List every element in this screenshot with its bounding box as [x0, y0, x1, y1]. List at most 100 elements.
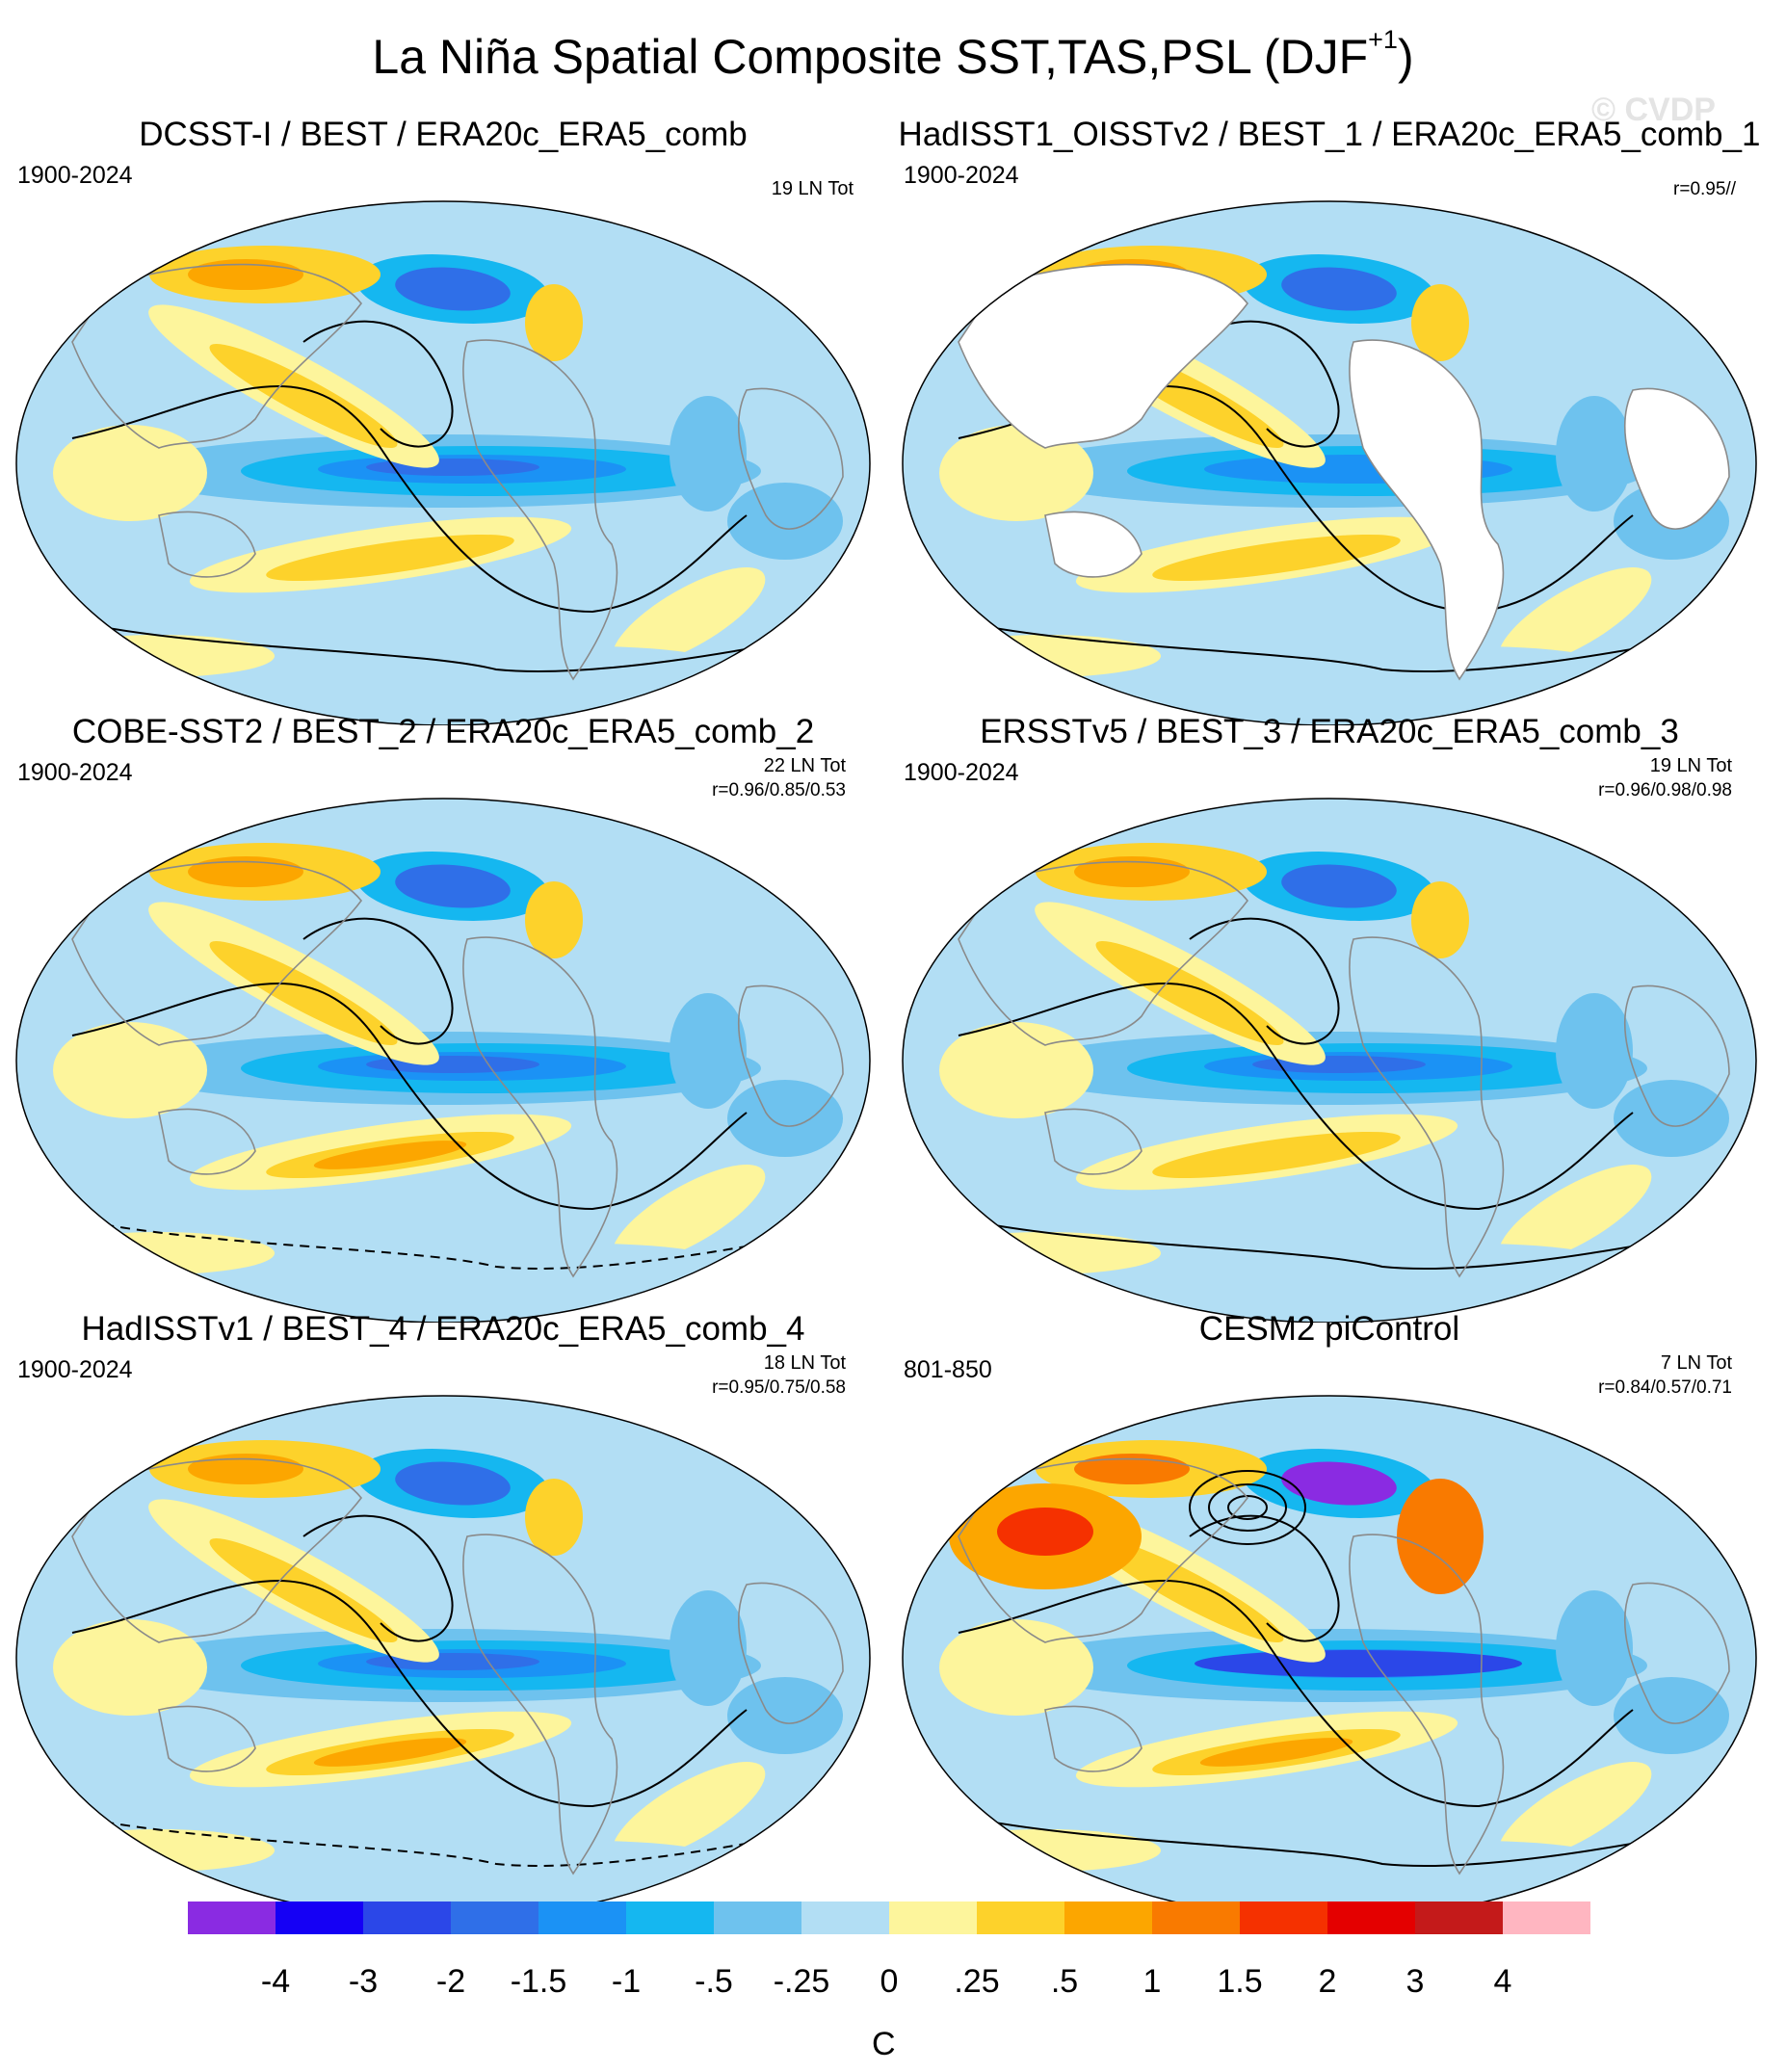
australia-coastline — [158, 511, 256, 578]
anomaly-region — [43, 1232, 275, 1274]
panel-correlation: r=0.96/0.98/0.98 — [1598, 780, 1732, 800]
colorbar-tick-label: -2 — [436, 1963, 465, 2000]
australia-coastline — [1044, 1705, 1143, 1772]
panel-title: DCSST-I / BEST / ERA20c_ERA5_comb — [139, 116, 748, 153]
anomaly-region — [395, 267, 511, 311]
panel-event-count: 22 LN Tot — [763, 755, 846, 776]
americas-coastline — [462, 936, 618, 1278]
psl-contour — [958, 1580, 1634, 1808]
eurasia-coastline — [71, 263, 363, 449]
psl-contour — [958, 620, 1730, 672]
psl-contour — [71, 385, 748, 614]
colorbar: -4 -3 -2 -1.5 -1 -.5 -.25 0 .25 .5 1 1.5 2 3 4 — [188, 1902, 1590, 2000]
anomaly-region — [1411, 284, 1469, 361]
anomaly-region — [313, 1141, 467, 1169]
colorbar-tick-label: -1 — [612, 1963, 641, 2000]
australia-coastline — [1044, 511, 1143, 578]
americas-coastline — [462, 1534, 618, 1875]
colorbar-tick-label: -.25 — [774, 1963, 830, 2000]
eurasia-coastline — [71, 860, 363, 1046]
colorbar-tick-label: -1.5 — [511, 1963, 567, 2000]
anomaly-region — [1498, 1165, 1652, 1265]
eurasia-coastline — [71, 1457, 363, 1643]
colorbar-swatch — [626, 1902, 714, 1934]
anomaly-region — [1411, 881, 1469, 958]
anomaly-region — [612, 567, 766, 668]
anomaly-region — [939, 1619, 1093, 1716]
colorbar-swatch — [1503, 1902, 1590, 1934]
psl-contour — [958, 983, 1634, 1211]
composite-map — [902, 200, 1757, 725]
colorbar-tick-label: -4 — [261, 1963, 290, 2000]
anomaly-region — [209, 343, 398, 449]
africa-coastline — [1624, 1582, 1730, 1724]
anomaly-region — [930, 1829, 1161, 1872]
map-border — [902, 1395, 1757, 1920]
colorbar-tick-label: .25 — [954, 1963, 999, 2000]
anomaly-region — [670, 396, 747, 511]
psl-contour — [71, 1580, 748, 1808]
psl-low-contour — [1208, 1483, 1287, 1532]
anomaly-region — [438, 1244, 747, 1301]
psl-contour — [958, 1815, 1730, 1867]
anomaly-region — [1325, 1244, 1633, 1301]
anomaly-region — [670, 993, 747, 1109]
anomaly-region — [939, 1022, 1093, 1118]
africa-coastline — [738, 1582, 844, 1724]
map-border — [15, 798, 871, 1323]
psl-contour — [71, 983, 748, 1211]
panel-correlation: r=0.84/0.57/0.71 — [1598, 1377, 1732, 1398]
eurasia-coastline — [958, 263, 1249, 449]
colorbar-swatch — [538, 1902, 626, 1934]
panel-title: HadISSTv1 / BEST_4 / ERA20c_ERA5_comb_4 — [81, 1310, 805, 1348]
figure-title: La Niña Spatial Composite SST,TAS,PSL (D… — [372, 25, 1414, 84]
anomaly-region — [395, 864, 511, 908]
colorbar-units: C — [872, 2026, 896, 2062]
anomaly-region — [43, 635, 275, 677]
anomaly-region — [209, 1537, 398, 1643]
panel-correlation: r=0.95/0.75/0.58 — [712, 1377, 846, 1398]
colorbar-swatch — [889, 1902, 977, 1934]
panel-title: COBE-SST2 / BEST_2 / ERA20c_ERA5_comb_2 — [71, 713, 815, 750]
colorbar-tick-label: 2 — [1319, 1963, 1337, 2000]
map-panel: HadISST1_OISSTv2 / BEST_1 / ERA20c_ERA5_… — [886, 116, 1773, 725]
australia-coastline — [158, 1705, 256, 1772]
anomaly-region — [53, 425, 207, 521]
anomaly-region — [997, 1508, 1093, 1556]
panel-title: ERSSTv5 / BEST_3 / ERA20c_ERA5_comb_3 — [980, 713, 1679, 750]
panel-years: 1900-2024 — [17, 1356, 133, 1383]
anomaly-region — [727, 1677, 843, 1754]
anomaly-region — [612, 1762, 766, 1862]
panel-years: 1900-2024 — [17, 759, 133, 786]
colorbar-tick-label: 1 — [1143, 1963, 1162, 2000]
australia-coastline — [158, 1108, 256, 1175]
anomaly-region — [1556, 993, 1633, 1109]
colorbar-swatch — [451, 1902, 538, 1934]
anomaly-region — [525, 284, 583, 361]
colorbar-swatch — [1240, 1902, 1327, 1934]
panel-event-count: 18 LN Tot — [763, 1352, 846, 1374]
composite-map — [15, 200, 871, 725]
colorbar-swatch — [977, 1902, 1064, 1934]
anomaly-region — [43, 1829, 275, 1872]
composite-map — [902, 1395, 1757, 1920]
map-panel: HadISSTv1 / BEST_4 / ERA20c_ERA5_comb_4 1… — [0, 1310, 886, 1920]
anomaly-region — [930, 635, 1161, 677]
anomaly-region — [1325, 646, 1633, 704]
panel-years: 801-850 — [904, 1356, 992, 1383]
psl-contour — [71, 1218, 844, 1270]
anomaly-region — [525, 1479, 583, 1556]
copyright-watermark: © CVDP — [1591, 92, 1716, 128]
map-panel: DCSST-I / BEST / ERA20c_ERA5_comb 1900-20… — [0, 116, 886, 725]
anomaly-region — [1152, 534, 1401, 582]
eurasia-coastline — [958, 1457, 1249, 1643]
americas-coastline — [1349, 339, 1505, 681]
colorbar-tick-label: 3 — [1406, 1963, 1425, 2000]
composite-map — [15, 798, 871, 1323]
psl-contour — [958, 1218, 1730, 1270]
eurasia-coastline — [958, 860, 1249, 1046]
americas-coastline — [1349, 1534, 1505, 1875]
americas-coastline — [462, 339, 618, 681]
anomaly-region — [670, 1590, 747, 1706]
psl-low-contour — [1227, 1495, 1268, 1520]
